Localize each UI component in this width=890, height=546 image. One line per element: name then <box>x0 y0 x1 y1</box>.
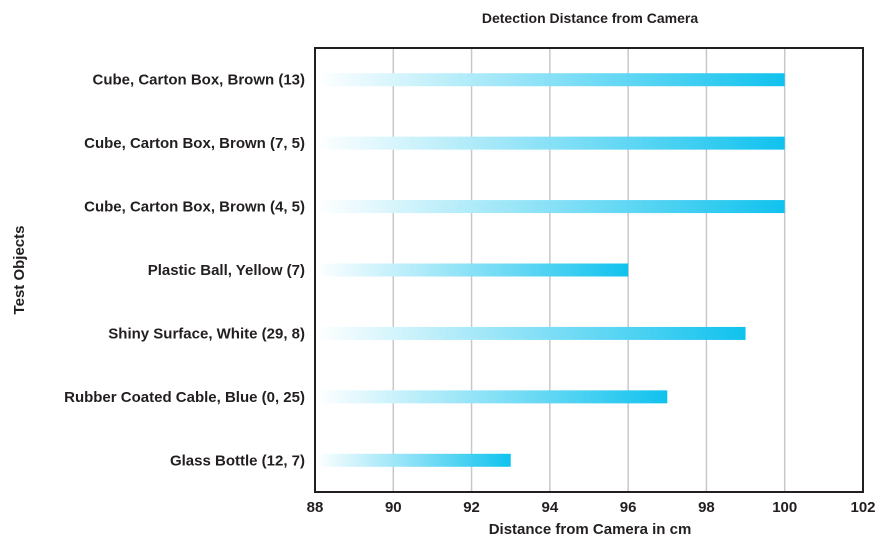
bar <box>316 263 629 277</box>
bar <box>316 326 746 340</box>
category-label: Cube, Carton Box, Brown (7, 5) <box>84 135 305 152</box>
bar <box>316 200 785 214</box>
plot-frame <box>314 47 864 493</box>
x-tick-label: 96 <box>620 499 637 516</box>
x-tick-label: 90 <box>385 499 402 516</box>
bars <box>316 73 785 467</box>
x-tick-label: 100 <box>772 499 797 516</box>
category-label: Shiny Surface, White (29, 8) <box>108 325 305 342</box>
category-labels: Cube, Carton Box, Brown (13) Cube, Carton… <box>64 72 305 470</box>
y-axis-title: Test Objects <box>11 226 28 315</box>
category-label: Cube, Carton Box, Brown (13) <box>92 72 305 89</box>
x-tick-label: 92 <box>463 499 480 516</box>
x-axis-title: Distance from Camera in cm <box>489 521 692 538</box>
bar <box>316 73 785 87</box>
category-label: Cube, Carton Box, Brown (4, 5) <box>84 199 305 216</box>
x-tick-label: 98 <box>698 499 715 516</box>
chart-title: Detection Distance from Camera <box>482 10 699 26</box>
bar <box>316 390 668 404</box>
category-label: Plastic Ball, Yellow (7) <box>148 262 305 279</box>
x-tick-labels: 88 90 92 94 96 98 100 102 <box>307 499 876 516</box>
bar <box>316 136 785 150</box>
x-tick-label: 88 <box>307 499 324 516</box>
x-tick-label: 94 <box>542 499 559 516</box>
x-tick-label: 102 <box>850 499 875 516</box>
category-label: Glass Bottle (12, 7) <box>170 452 305 469</box>
category-label: Rubber Coated Cable, Blue (0, 25) <box>64 389 305 406</box>
bar <box>316 453 511 467</box>
